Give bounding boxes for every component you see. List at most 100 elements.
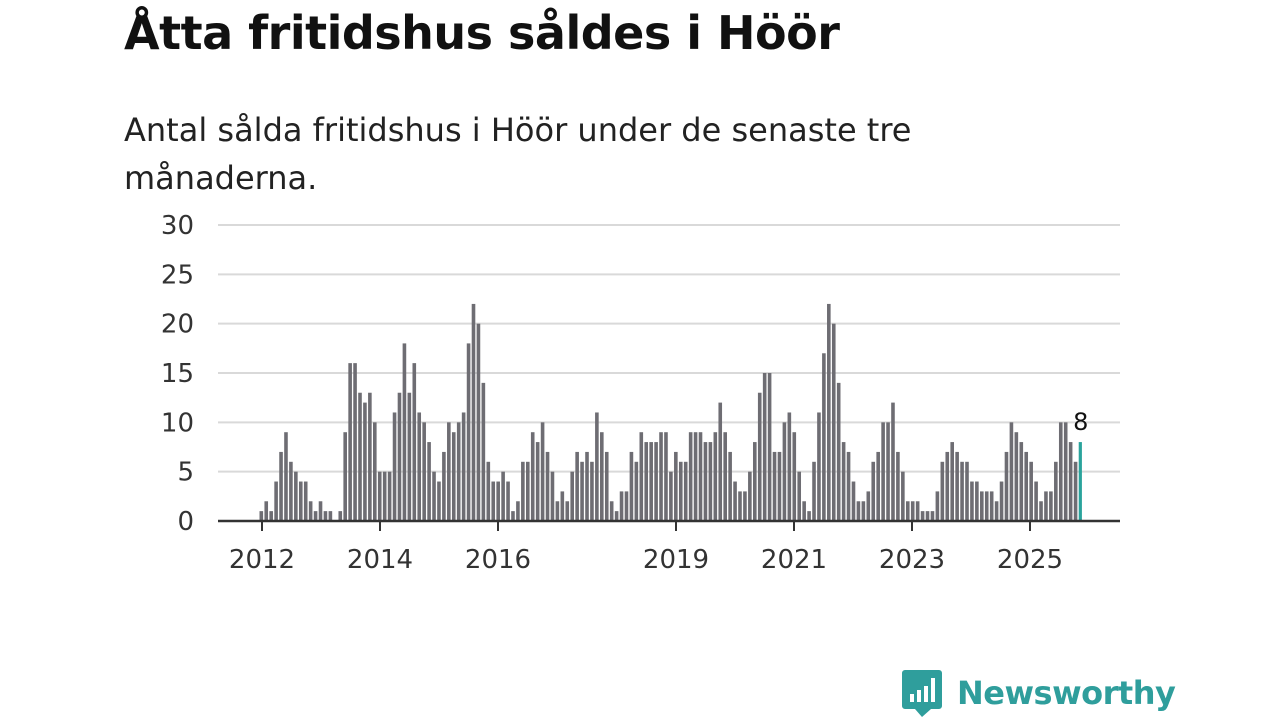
bar (757, 392, 762, 521)
bar (703, 442, 708, 521)
newsworthy-logo-icon (902, 670, 942, 717)
bar (397, 392, 402, 521)
bar (308, 501, 313, 521)
bar (940, 461, 945, 521)
bar (545, 451, 550, 521)
bar (456, 422, 461, 521)
x-tick-label: 2019 (643, 545, 709, 575)
bar (476, 323, 481, 521)
bar (580, 461, 584, 521)
bar (866, 491, 871, 521)
bar (274, 481, 278, 521)
bar (525, 461, 530, 521)
y-tick-label: 0 (177, 507, 194, 537)
bar (841, 442, 846, 521)
bar (975, 481, 979, 521)
chart-subtitle: Antal sålda fritidshus i Höör under de s… (124, 111, 912, 197)
bar (935, 491, 940, 521)
y-tick-label: 30 (161, 211, 194, 241)
bar (289, 461, 293, 521)
bar (693, 432, 698, 521)
bar (382, 471, 387, 521)
bar (688, 432, 693, 521)
bar (1073, 461, 1078, 521)
bar (496, 481, 500, 521)
bar (1068, 442, 1073, 521)
bar (999, 481, 1004, 521)
bar (466, 343, 471, 521)
bar (718, 402, 723, 521)
y-tick-label: 25 (161, 260, 194, 290)
bar (501, 471, 505, 521)
bar (1029, 461, 1033, 521)
bar (891, 402, 895, 521)
bar (1014, 432, 1019, 521)
highlight-bar (1078, 442, 1082, 521)
brand-name: Newsworthy (957, 674, 1176, 712)
bar (871, 461, 876, 521)
bar (753, 442, 757, 521)
y-tick-label: 20 (161, 310, 194, 340)
bar (353, 363, 357, 521)
bar (437, 481, 441, 521)
bar (530, 432, 535, 521)
bar (989, 491, 994, 521)
bar (491, 481, 496, 521)
bar (654, 442, 658, 521)
bar (1049, 491, 1053, 521)
bar (442, 451, 446, 521)
bar (1024, 451, 1029, 521)
bar (970, 481, 974, 521)
y-tick-label: 15 (161, 359, 194, 389)
bar (674, 451, 678, 521)
bar (348, 363, 352, 521)
bar (901, 471, 905, 521)
bar (392, 412, 397, 521)
bar (905, 501, 910, 521)
bar (733, 481, 737, 521)
bar (570, 471, 574, 521)
bar (461, 412, 466, 521)
bar (338, 511, 343, 521)
bar (1034, 481, 1038, 521)
bar (407, 392, 412, 521)
bar (264, 501, 269, 521)
bar (713, 432, 718, 521)
x-tick-label: 2012 (229, 545, 295, 575)
bar (915, 501, 920, 521)
bar (575, 451, 579, 521)
bar (358, 392, 362, 521)
bar (486, 461, 491, 521)
bar (1058, 422, 1063, 521)
bar (511, 511, 515, 521)
bar (856, 501, 861, 521)
bar (313, 511, 318, 521)
bar (792, 432, 797, 521)
bar (886, 422, 890, 521)
bar (965, 461, 969, 521)
bar (708, 442, 713, 521)
bar (827, 303, 831, 521)
bar (609, 501, 614, 521)
bar (669, 471, 673, 521)
bar (896, 451, 900, 521)
bar (590, 461, 594, 521)
bar (402, 343, 407, 521)
bar (387, 471, 392, 521)
bar (506, 481, 510, 521)
bar (279, 451, 283, 521)
bar (698, 432, 703, 521)
bar (920, 511, 925, 521)
bar (624, 491, 629, 521)
bar (560, 491, 565, 521)
bar (723, 432, 727, 521)
bar (836, 382, 841, 521)
bar (1054, 461, 1058, 521)
bar (540, 422, 545, 521)
x-tick-label: 2014 (347, 545, 413, 575)
bar (516, 501, 520, 521)
bar (743, 491, 747, 521)
bar (377, 471, 382, 521)
bar (1039, 501, 1043, 521)
bar (822, 353, 826, 521)
